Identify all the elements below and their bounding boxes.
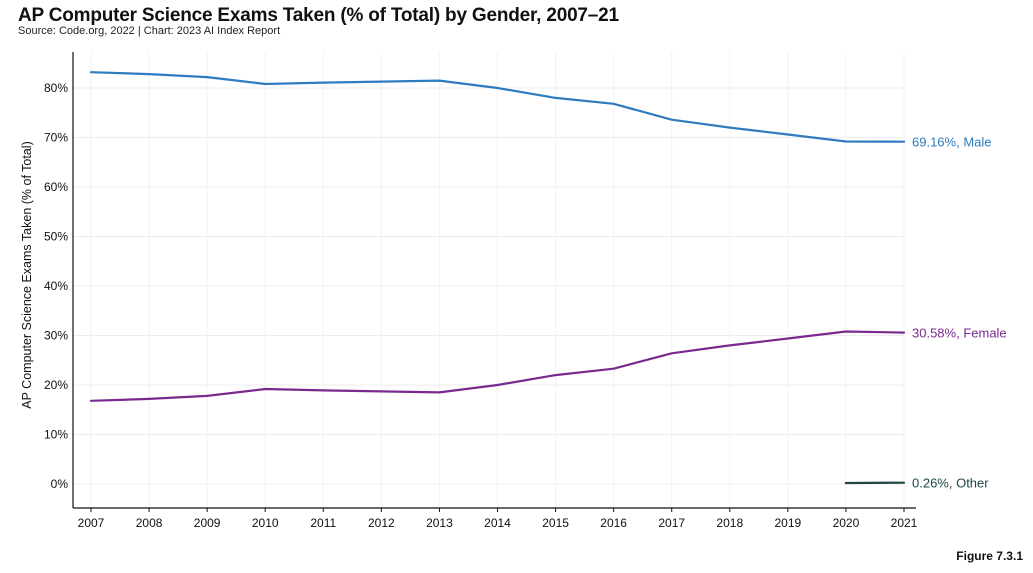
y-tick-label: 40%	[44, 279, 68, 293]
x-tick-label: 2010	[252, 516, 279, 530]
y-tick-label: 80%	[44, 81, 68, 95]
x-tick-label: 2021	[891, 516, 918, 530]
x-tick-label: 2012	[368, 516, 395, 530]
x-tick-label: 2019	[775, 516, 802, 530]
chart-title: AP Computer Science Exams Taken (% of To…	[18, 5, 619, 26]
end-label-male: 69.16%, Male	[912, 135, 992, 150]
y-tick-labels: 0% 10% 20% 30% 40% 50% 60% 70% 80%	[44, 81, 68, 491]
y-tick-label: 0%	[51, 477, 69, 491]
end-label-female: 30.58%, Female	[912, 326, 1007, 341]
x-tick-label: 2015	[542, 516, 569, 530]
x-tick-label: 2011	[310, 516, 336, 530]
y-tick-label: 30%	[44, 329, 68, 343]
axes	[72, 52, 916, 512]
chart-source: Source: Code.org, 2022 | Chart: 2023 AI …	[18, 25, 281, 37]
y-axis-label: AP Computer Science Exams Taken (% of To…	[20, 141, 34, 409]
x-tick-labels: 2007 2008 2009 2010 2011 2012 2013 2014 2015 2016…	[78, 516, 918, 530]
y-tick-label: 20%	[44, 378, 68, 392]
y-tick-label: 60%	[44, 180, 68, 194]
x-tick-label: 2007	[78, 516, 105, 530]
y-tick-label: 50%	[44, 230, 68, 244]
x-tick-label: 2014	[484, 516, 511, 530]
x-tick-label: 2017	[658, 516, 685, 530]
x-tick-label: 2009	[194, 516, 221, 530]
x-tick-label: 2008	[136, 516, 163, 530]
end-label-other: 0.26%, Other	[912, 476, 989, 491]
y-tick-label: 70%	[44, 131, 68, 145]
series-line-male	[89, 71, 906, 143]
gridlines	[73, 52, 905, 508]
y-tick-label: 10%	[44, 428, 68, 442]
x-tick-label: 2020	[833, 516, 860, 530]
x-tick-label: 2018	[716, 516, 743, 530]
series-lines	[89, 71, 906, 485]
figure-label: Figure 7.3.1	[956, 549, 1023, 563]
series-line-female	[89, 330, 906, 402]
series-end-labels: 69.16%, Male 30.58%, Female 0.26%, Other	[912, 135, 1007, 491]
x-tick-label: 2013	[426, 516, 453, 530]
x-tick-label: 2016	[600, 516, 627, 530]
